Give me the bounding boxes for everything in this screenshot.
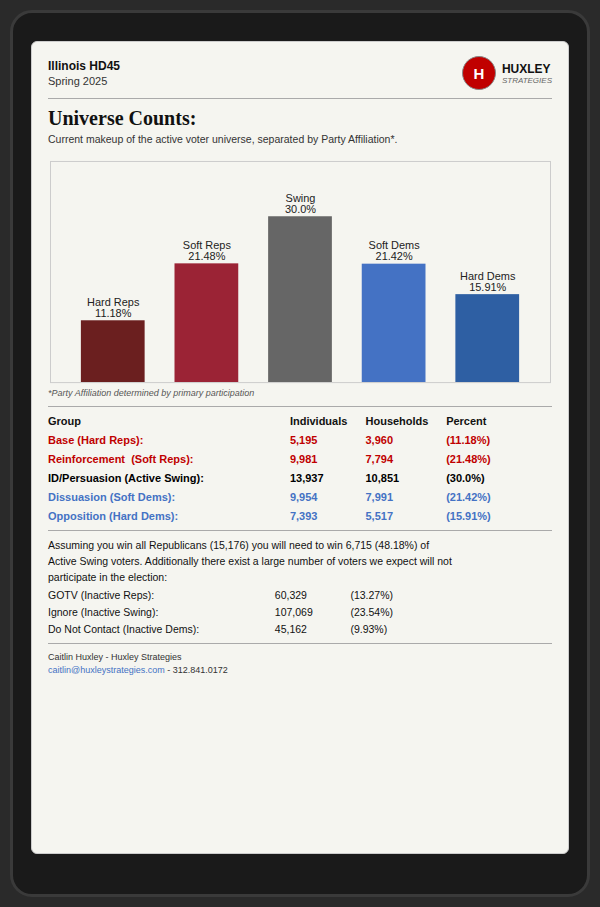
html-text:ID/Persuasion (Active Swing):: ID/Persuasion (Active Swing): (48, 472, 204, 485)
html-text:Households: Households (365, 415, 429, 428)
html-text:Do Not Contact (Inactive Dems): Do Not Contact (Inactive Dems): (48, 623, 200, 636)
html-text:*Party Affiliation determined: *Party Affiliation determined by primary… (48, 388, 255, 399)
html-text:Ignore (Inactive Swing):: Ignore (Inactive Swing): (48, 606, 159, 619)
html-text:(13.27%): (13.27%) (350, 589, 393, 602)
html-text:7,794: 7,794 (365, 453, 393, 466)
html-text:Opposition (Hard Dems):: Opposition (Hard Dems): (48, 510, 179, 523)
html-text:Reinforcement (Soft Reps):: Reinforcement (Soft Reps): (48, 453, 194, 466)
html-text:caitlin@huxleystrategies.com -: caitlin@huxleystrategies.com - 312.841.0… (48, 665, 228, 676)
svg-text:Swing30.0%: Swing30.0% (285, 192, 316, 215)
html-text:107,069: 107,069 (274, 606, 313, 619)
html-text:Dissuasion (Soft Dems):: Dissuasion (Soft Dems): (48, 491, 176, 504)
html-text:(23.54%): (23.54%) (350, 606, 393, 619)
svg-text:Soft Dems21.42%: Soft Dems21.42% (369, 239, 421, 262)
html-text:60,329: 60,329 (274, 589, 307, 602)
html-text:(15.91%): (15.91%) (446, 510, 491, 523)
html-text:13,937: 13,937 (289, 472, 324, 485)
html-text:(21.48%): (21.48%) (446, 453, 491, 466)
html-text:7,393: 7,393 (289, 510, 318, 523)
html-text:5,517: 5,517 (365, 510, 393, 523)
html-text:5,195: 5,195 (289, 434, 318, 447)
html-text:STRATEGIES: STRATEGIES (501, 75, 552, 85)
html-text:(11.18%): (11.18%) (446, 434, 491, 447)
html-text:Caitlin Huxley - Huxley Strate: Caitlin Huxley - Huxley Strategies (48, 652, 182, 663)
svg-text:Hard Dems15.91%: Hard Dems15.91% (460, 270, 516, 293)
html-text:Illinois HD45: Illinois HD45 (48, 59, 120, 73)
html-text:Group: Group (48, 415, 81, 428)
html-text:Percent: Percent (446, 415, 487, 428)
html-text:45,162: 45,162 (274, 623, 307, 636)
html-text:GOTV (Inactive Reps):: GOTV (Inactive Reps): (48, 589, 155, 602)
svg-text:Hard Reps11.18%: Hard Reps11.18% (87, 296, 140, 319)
html-text:(9.93%): (9.93%) (350, 623, 388, 636)
html-text:Current makeup of the active v: Current makeup of the active voter unive… (48, 133, 398, 145)
html-text:9,981: 9,981 (289, 453, 318, 466)
html-text:10,851: 10,851 (365, 472, 400, 485)
html-text:Active Swing voters. Additiona: Active Swing voters. Additionally there … (48, 555, 452, 568)
html-text:Spring 2025: Spring 2025 (48, 75, 108, 87)
html-text:participate in the election:: participate in the election: (48, 571, 168, 584)
svg-text:Soft Reps21.48%: Soft Reps21.48% (183, 239, 232, 262)
html-text:Universe Counts:: Universe Counts: (48, 107, 197, 129)
html-text:Assuming you win all Republica: Assuming you win all Republicans (15,176… (48, 539, 430, 552)
html-text:(21.42%): (21.42%) (446, 491, 491, 504)
html-text:(30.0%): (30.0%) (446, 472, 485, 485)
html-text:9,954: 9,954 (289, 491, 318, 504)
html-text:H: H (473, 64, 485, 82)
html-text:HUXLEY: HUXLEY (501, 61, 551, 76)
html-text:Base (Hard Reps):: Base (Hard Reps): (48, 434, 144, 447)
html-text:3,960: 3,960 (365, 434, 393, 447)
html-text:Individuals: Individuals (289, 415, 348, 428)
html-text:7,991: 7,991 (365, 491, 393, 504)
